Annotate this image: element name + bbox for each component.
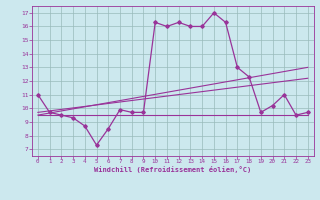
X-axis label: Windchill (Refroidissement éolien,°C): Windchill (Refroidissement éolien,°C) <box>94 166 252 173</box>
